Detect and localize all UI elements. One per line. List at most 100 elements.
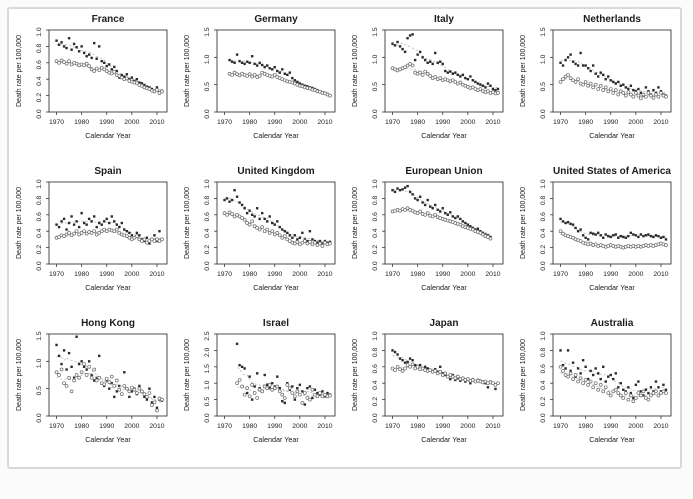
data-point-filled	[140, 82, 144, 85]
data-point-filled	[612, 80, 615, 84]
data-point-open	[140, 83, 144, 88]
data-point-open	[282, 396, 287, 400]
data-point-open	[303, 239, 307, 243]
data-point-open	[237, 214, 242, 219]
data-point-filled	[266, 64, 269, 67]
data-point-filled	[103, 220, 106, 223]
data-point-filled	[276, 69, 279, 73]
data-point-filled	[474, 80, 477, 84]
data-point-filled	[476, 227, 480, 230]
data-point-filled	[253, 62, 256, 66]
data-point-filled	[637, 235, 640, 239]
data-point-open	[107, 380, 112, 384]
y-axis-title: Death rate per 100,000	[520, 35, 527, 107]
y-axis-title: Death rate per 100,000	[16, 339, 23, 411]
data-point-open	[318, 241, 322, 246]
data-point-open	[109, 374, 114, 379]
data-point-filled	[657, 86, 660, 89]
panel-title: Italy	[434, 14, 454, 25]
data-point-filled	[444, 211, 447, 215]
data-point-filled	[108, 221, 111, 225]
data-point-open	[104, 69, 109, 73]
data-point-open	[160, 89, 164, 94]
x-tick-label: 1990	[603, 423, 618, 430]
data-point-open	[613, 387, 618, 392]
x-tick-label: 1980	[410, 271, 425, 278]
data-point-open	[135, 81, 139, 86]
data-point-filled	[268, 67, 271, 70]
data-point-filled	[586, 67, 590, 70]
y-tick-label: 1.5	[540, 27, 547, 37]
data-point-filled	[494, 88, 497, 92]
trend-line-filled-square	[392, 354, 499, 386]
data-point-filled	[108, 387, 111, 390]
data-point-open	[616, 391, 621, 395]
data-point-filled	[278, 71, 281, 74]
data-point-open	[79, 230, 84, 235]
x-tick-label: 1990	[267, 271, 282, 278]
data-point-filled	[65, 368, 68, 371]
y-tick-label: 0.2	[372, 397, 379, 407]
data-point-open	[425, 71, 430, 76]
data-point-open	[408, 62, 412, 66]
data-point-open	[313, 392, 317, 397]
data-point-filled	[135, 78, 139, 81]
data-point-filled	[155, 406, 159, 409]
data-point-filled	[609, 235, 612, 239]
data-point-open	[130, 237, 134, 242]
y-tick-label: 1.0	[204, 380, 211, 390]
data-point-open	[410, 63, 415, 68]
data-point-filled	[639, 91, 643, 95]
data-point-filled	[584, 64, 587, 67]
data-point-open	[433, 212, 438, 217]
data-point-open	[573, 373, 578, 377]
data-point-open	[471, 378, 475, 382]
data-point-filled	[306, 386, 309, 390]
data-point-open	[420, 72, 425, 77]
x-tick-label: 2010	[485, 423, 500, 430]
y-tick-label: 0.4	[372, 380, 379, 390]
data-point-open	[583, 378, 588, 382]
data-point-filled	[576, 230, 580, 233]
data-point-open	[137, 237, 142, 242]
data-point-filled	[576, 64, 580, 67]
y-tick-label: 1.5	[204, 364, 211, 374]
data-point-open	[235, 381, 239, 386]
data-point-filled	[250, 213, 254, 216]
data-point-open	[104, 376, 109, 381]
panel-chart: Germany 1970 1980 1990 2000 2010 0.0 0.5 1.0 1.5 C…	[184, 14, 336, 140]
data-point-open	[117, 387, 122, 392]
data-point-open	[230, 72, 234, 77]
panel-grid: France 1970 1980 1990 2000 2010 0.0 0.2 0.4 0.6 0.…	[9, 10, 681, 466]
data-point-open	[486, 235, 490, 239]
data-point-filled	[406, 37, 409, 40]
data-point-filled	[406, 184, 409, 188]
data-point-open	[235, 212, 239, 217]
data-point-open	[290, 391, 295, 395]
data-point-open	[623, 391, 628, 395]
data-point-filled	[489, 84, 492, 87]
data-point-filled	[662, 383, 665, 387]
y-tick-label: 1.0	[372, 331, 379, 341]
data-point-open	[413, 366, 417, 371]
data-point-filled	[591, 232, 595, 235]
data-point-filled	[564, 221, 567, 225]
x-axis-title: Calendar Year	[253, 131, 299, 140]
data-point-filled	[602, 365, 605, 368]
data-point-filled	[148, 387, 151, 390]
data-point-filled	[276, 220, 279, 223]
series-open-circle	[558, 364, 668, 404]
plot-box	[216, 181, 336, 265]
data-point-filled	[413, 363, 417, 367]
data-point-open	[423, 212, 428, 217]
data-point-open	[79, 370, 84, 375]
plot-box	[552, 333, 672, 417]
data-point-filled	[271, 221, 274, 225]
data-point-open	[67, 230, 71, 235]
data-point-open	[623, 93, 628, 98]
data-point-filled	[130, 76, 134, 79]
data-point-open	[102, 227, 107, 232]
data-point-filled	[416, 198, 419, 202]
data-point-filled	[441, 207, 444, 210]
figure-card: France 1970 1980 1990 2000 2010 0.0 0.2 0.4 0.6 0.…	[7, 7, 682, 469]
